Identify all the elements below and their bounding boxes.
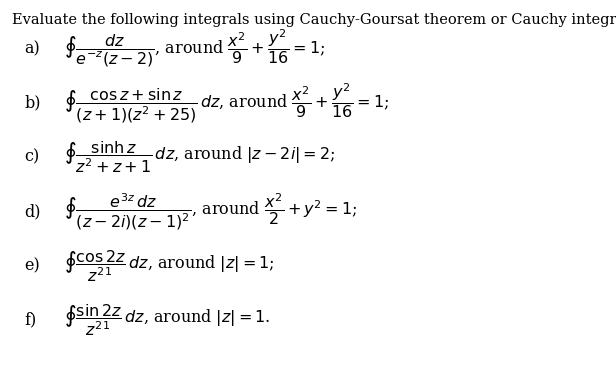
Text: f): f) <box>24 312 36 329</box>
Text: $\oint \dfrac{\sinh z}{z^2+z+1}\,dz$, around $|z-2i|=2$;: $\oint \dfrac{\sinh z}{z^2+z+1}\,dz$, ar… <box>63 139 335 175</box>
Text: $\oint \dfrac{e^{3z}\,dz}{(z-2i)(z-1)^2}$, around $\dfrac{x^2}{2}+y^2=1$;: $\oint \dfrac{e^{3z}\,dz}{(z-2i)(z-1)^2}… <box>63 191 357 232</box>
Text: d): d) <box>24 203 41 220</box>
Text: $\oint \dfrac{\sin 2z}{z^{21}}\,dz$, around $|z|=1$.: $\oint \dfrac{\sin 2z}{z^{21}}\,dz$, aro… <box>63 302 270 338</box>
Text: b): b) <box>24 94 41 112</box>
Text: Evaluate the following integrals using Cauchy-Goursat theorem or Cauchy integral: Evaluate the following integrals using C… <box>12 13 616 27</box>
Text: $\oint \dfrac{dz}{e^{-z}(z-2)}$, around $\dfrac{x^2}{9}+\dfrac{y^2}{16}=1$;: $\oint \dfrac{dz}{e^{-z}(z-2)}$, around … <box>63 28 325 70</box>
Text: c): c) <box>24 149 39 166</box>
Text: a): a) <box>24 40 40 57</box>
Text: $\oint \dfrac{\cos z+ \sin z}{(z+1)(z^2+25)}\,dz$, around $\dfrac{x^2}{9}+\dfrac: $\oint \dfrac{\cos z+ \sin z}{(z+1)(z^2+… <box>63 81 389 125</box>
Text: e): e) <box>24 257 40 274</box>
Text: $\oint \dfrac{\cos 2z}{z^{21}}\,dz$, around $|z|=1$;: $\oint \dfrac{\cos 2z}{z^{21}}\,dz$, aro… <box>63 248 274 284</box>
